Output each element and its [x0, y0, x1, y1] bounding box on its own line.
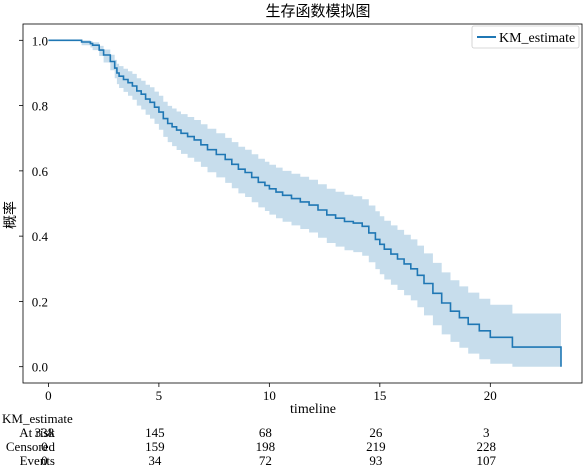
chart-title: 生存函数模拟图: [265, 3, 370, 20]
y-tick-label: 1.0: [32, 33, 48, 48]
risk-cell: 338: [35, 425, 55, 440]
x-tick-label: 10: [263, 388, 276, 403]
risk-cell: 107: [477, 453, 497, 468]
x-axis-label: timeline: [290, 402, 336, 417]
y-tick-label: 0.6: [32, 164, 49, 179]
y-tick-label: 0.0: [32, 360, 48, 375]
risk-cell: 34: [148, 453, 162, 468]
risk-cell: 145: [145, 425, 165, 440]
confidence-band-layer: [48, 40, 561, 367]
risk-cell: 3: [483, 425, 490, 440]
risk-row-label: Censored: [6, 439, 56, 454]
risk-cell: 0: [41, 453, 48, 468]
survival-curve: [48, 39, 562, 367]
at-risk-table-title: KM_estimate: [2, 411, 73, 426]
risk-row-label: Events: [20, 453, 55, 468]
risk-cell: 0: [41, 439, 48, 454]
x-tick-label: 5: [156, 388, 163, 403]
x-tick-label: 0: [45, 388, 52, 403]
risk-cell: 93: [369, 453, 382, 468]
risk-cell: 26: [369, 425, 383, 440]
y-tick-label: 0.4: [32, 229, 49, 244]
legend-box: [471, 25, 580, 49]
risk-cell: 198: [256, 439, 276, 454]
survival-line-layer: [48, 39, 562, 367]
legend-label-km-estimate: KM_estimate: [499, 31, 575, 46]
risk-cell: 219: [366, 439, 386, 454]
risk-cell: 159: [145, 439, 165, 454]
y-axis-ticks: 0.0 0.2 0.4 0.6 0.8 1.0: [19, 33, 49, 375]
x-tick-label: 20: [484, 388, 497, 403]
y-tick-label: 0.8: [32, 99, 48, 114]
confidence-band: [48, 40, 561, 367]
risk-cell: 228: [477, 439, 497, 454]
x-axis-ticks: 0 5 10 15 20: [45, 383, 497, 403]
risk-cell: 72: [259, 453, 272, 468]
y-axis-label: 概率: [2, 201, 19, 229]
y-tick-label: 0.2: [32, 294, 48, 309]
plot-frame: [22, 23, 583, 384]
risk-cell: 68: [259, 425, 272, 440]
legend: KM_estimate: [471, 25, 580, 49]
risk-row-label: At risk: [19, 425, 55, 440]
x-tick-label: 15: [373, 388, 386, 403]
